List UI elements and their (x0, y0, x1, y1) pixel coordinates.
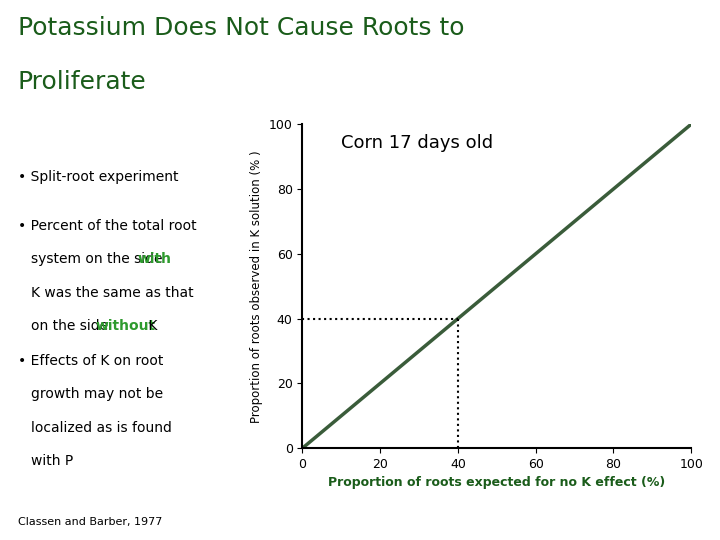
Text: Classen and Barber, 1977: Classen and Barber, 1977 (18, 516, 163, 526)
X-axis label: Proportion of roots expected for no K effect (%): Proportion of roots expected for no K ef… (328, 476, 665, 489)
Text: Corn 17 days old: Corn 17 days old (341, 134, 493, 152)
Text: localized as is found: localized as is found (31, 421, 172, 435)
Text: • Effects of K on root: • Effects of K on root (18, 354, 163, 368)
Text: on the side: on the side (31, 319, 112, 333)
Text: K was the same as that: K was the same as that (31, 286, 194, 300)
Y-axis label: Proportion of roots observed in K solution (% ): Proportion of roots observed in K soluti… (251, 150, 264, 422)
Text: growth may not be: growth may not be (31, 387, 163, 401)
Text: without: without (96, 319, 156, 333)
Text: Proliferate: Proliferate (18, 70, 147, 94)
Text: with P: with P (31, 454, 73, 468)
Text: • Percent of the total root: • Percent of the total root (18, 219, 197, 233)
Text: with: with (138, 252, 171, 266)
Text: • Split-root experiment: • Split-root experiment (18, 170, 179, 184)
Text: Potassium Does Not Cause Roots to: Potassium Does Not Cause Roots to (18, 16, 464, 40)
Text: system on the side: system on the side (31, 252, 167, 266)
Text: K: K (144, 319, 158, 333)
